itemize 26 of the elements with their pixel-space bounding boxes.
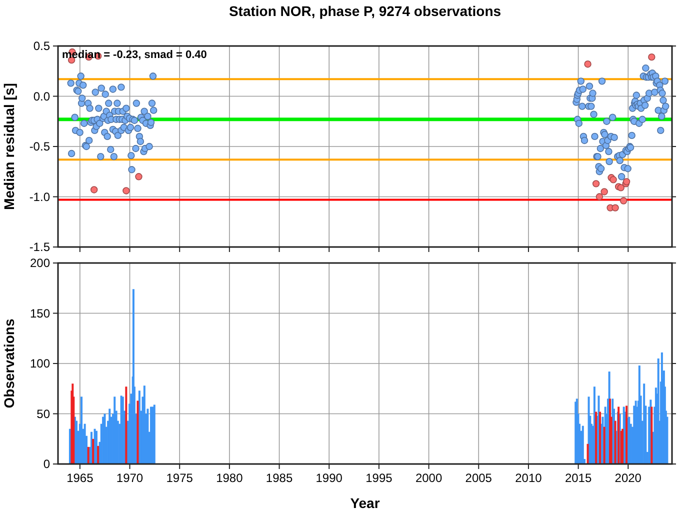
y-tick-label: 0.0 [33,89,50,104]
x-tick-label: 2000 [415,471,442,485]
x-tick-label: 1975 [166,471,194,485]
y-tick-label: 50 [36,406,50,421]
x-tick-label: 1970 [116,471,144,485]
x-tick-label: 1980 [216,471,244,485]
x-tick-label: 2010 [515,471,542,485]
x-tick-label: 1990 [316,471,343,485]
x-tick-label: 1985 [266,471,293,485]
x-tick-label: 2005 [465,471,492,485]
chart-title: Station NOR, phase P, 9274 observations [228,3,502,19]
x-tick-label: 2015 [564,471,592,485]
y-tick-label: 200 [30,256,50,270]
y-tick-label: 0.5 [33,39,50,53]
y-axis-title: Median residual [s] [1,83,17,210]
y-axis-title: Observations [1,318,17,408]
y-tick-label: -1.0 [29,190,50,204]
y-tick-label: -1.5 [29,240,50,254]
y-tick-label: 150 [30,306,50,320]
y-tick-label: 100 [30,356,50,370]
x-tick-label: 2020 [614,471,642,485]
x-axis-title: Year [350,495,380,511]
x-tick-label: 1965 [66,471,94,485]
x-tick-label: 1995 [366,471,393,485]
y-tick-label: 0 [43,457,50,471]
y-tick-label: -0.5 [29,140,50,154]
